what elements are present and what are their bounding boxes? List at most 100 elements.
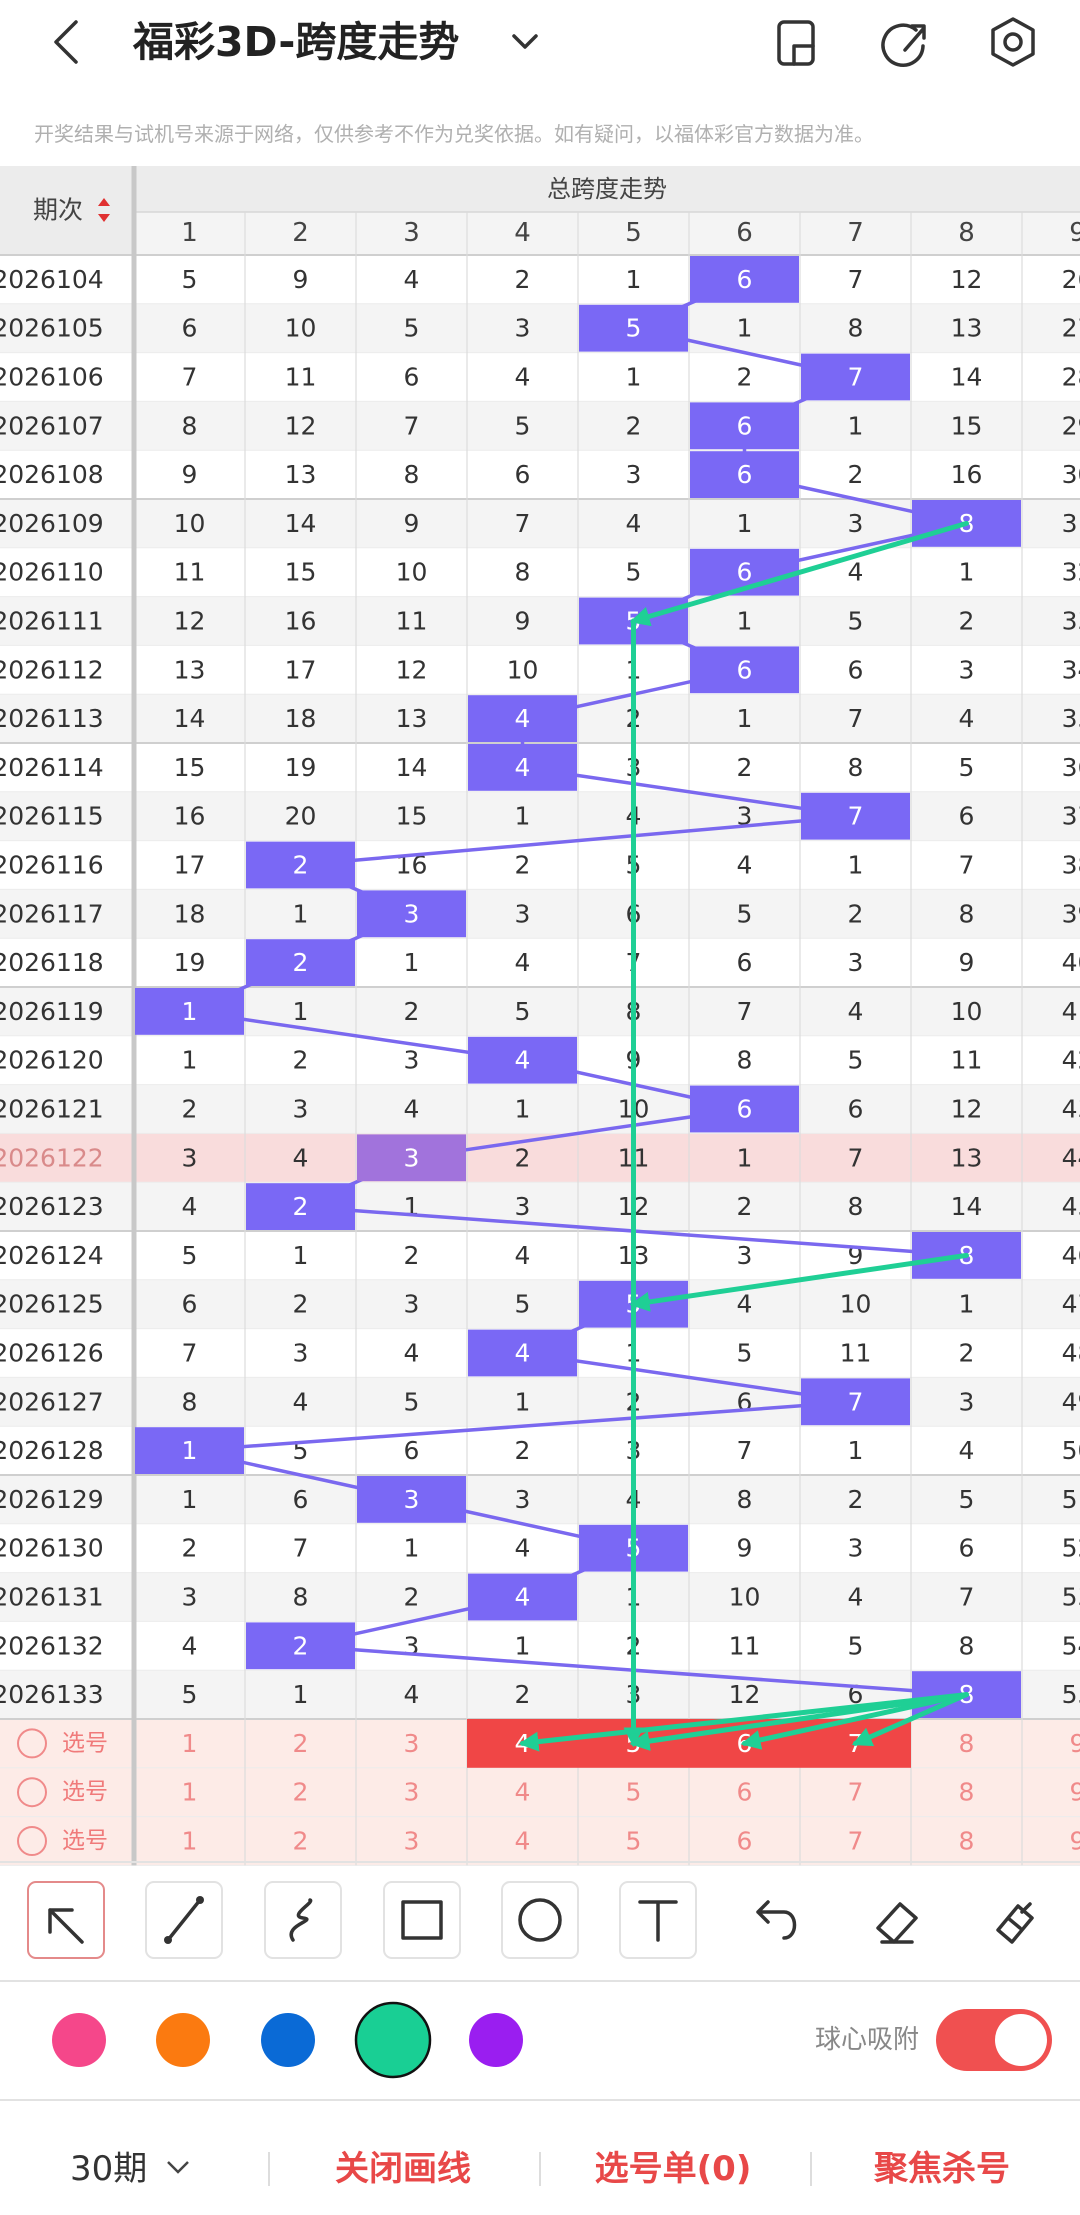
tool-select[interactable] xyxy=(27,1881,105,1959)
tool-undo[interactable] xyxy=(756,1900,797,1940)
omission-cell: 1 xyxy=(293,1241,309,1270)
omission-cell: 31 xyxy=(1062,509,1080,538)
pick-number[interactable]: 7 xyxy=(848,1827,864,1856)
span-value: 5 xyxy=(626,314,642,343)
pick-number[interactable]: 3 xyxy=(404,1729,420,1758)
toggle-knob[interactable] xyxy=(995,2014,1047,2066)
pick-number[interactable]: 2 xyxy=(293,1729,309,1758)
pick-number[interactable]: 9 xyxy=(1070,1778,1080,1807)
pick-number[interactable]: 4 xyxy=(515,1778,531,1807)
pick-number[interactable]: 1 xyxy=(182,1778,198,1807)
row-bg xyxy=(0,401,1080,451)
pick-number[interactable]: 6 xyxy=(737,1827,753,1856)
issue-number: 2026124 xyxy=(0,1241,104,1270)
omission-cell: 17 xyxy=(174,851,206,880)
pick-number[interactable]: 1 xyxy=(182,1827,198,1856)
drawn-arrow xyxy=(740,1692,969,1750)
pick-number[interactable]: 4 xyxy=(515,1827,531,1856)
row-bg xyxy=(0,303,1080,353)
omission-cell: 5 xyxy=(182,1680,198,1709)
row-bg xyxy=(0,1133,1080,1183)
omission-cell: 15 xyxy=(396,802,428,831)
trend-line xyxy=(411,1107,745,1160)
issue-number: 2026104 xyxy=(0,265,104,294)
pick-checkbox[interactable] xyxy=(17,1728,47,1759)
tool-circle[interactable] xyxy=(501,1881,579,1959)
issue-number: 2026128 xyxy=(0,1436,104,1465)
tool-rectangle[interactable] xyxy=(383,1881,461,1959)
pick-number[interactable]: 8 xyxy=(959,1827,975,1856)
pick-number[interactable]: 3 xyxy=(404,1827,420,1856)
pick-number[interactable]: 8 xyxy=(959,1729,975,1758)
pick-number[interactable]: 3 xyxy=(404,1778,420,1807)
color-swatch[interactable] xyxy=(469,2013,523,2067)
period-dropdown[interactable] xyxy=(167,2161,189,2174)
omission-cell: 10 xyxy=(285,314,317,343)
pick-number[interactable]: 1 xyxy=(182,1729,198,1758)
omission-cell: 32 xyxy=(1062,558,1080,587)
issue-number: 2026133 xyxy=(0,1680,104,1709)
issue-header[interactable]: 期次 xyxy=(33,196,83,225)
omission-cell: 6 xyxy=(404,363,420,392)
tool-eraser[interactable] xyxy=(876,1902,918,1944)
pick-checkbox[interactable] xyxy=(17,1777,47,1808)
omission-cell: 1 xyxy=(737,509,753,538)
span-value: 7 xyxy=(848,1387,864,1416)
omission-cell: 47 xyxy=(1062,1290,1080,1319)
omission-cell: 6 xyxy=(959,802,975,831)
trend-line xyxy=(189,1400,856,1453)
issue-number: 2026119 xyxy=(0,997,104,1026)
pick-number[interactable]: 7 xyxy=(848,1778,864,1807)
issue-number: 2026112 xyxy=(0,655,104,684)
span-value: 6 xyxy=(737,411,753,440)
tool-line[interactable] xyxy=(145,1881,223,1959)
snap-toggle[interactable] xyxy=(936,2009,1052,2071)
issue-number: 2026113 xyxy=(0,704,104,733)
color-swatch[interactable] xyxy=(156,2013,210,2067)
color-swatch[interactable] xyxy=(354,2001,432,2079)
omission-cell: 10 xyxy=(396,558,428,587)
pick-number[interactable]: 8 xyxy=(959,1778,975,1807)
pick-list-button[interactable]: 选号单(0) xyxy=(595,2149,752,2189)
omission-cell: 3 xyxy=(293,1339,309,1368)
sort-desc[interactable] xyxy=(98,214,110,222)
pick-number[interactable]: 5 xyxy=(626,1827,642,1856)
omission-cell: 2 xyxy=(293,1290,309,1319)
color-swatch[interactable] xyxy=(261,2013,315,2067)
pick-number[interactable]: 2 xyxy=(293,1827,309,1856)
omission-cell: 46 xyxy=(1062,1241,1080,1270)
omission-cell: 27 xyxy=(1062,314,1080,343)
row-bg xyxy=(0,1279,1080,1329)
sort-asc[interactable] xyxy=(98,198,110,206)
span-value: 4 xyxy=(515,1583,531,1612)
omission-cell: 1 xyxy=(737,1143,753,1172)
omission-cell: 1 xyxy=(293,899,309,928)
period-selector[interactable]: 30期 xyxy=(70,2149,147,2189)
tool-text[interactable] xyxy=(619,1881,697,1959)
omission-cell: 1 xyxy=(182,1046,198,1075)
trend-line xyxy=(522,765,856,818)
back-button[interactable] xyxy=(54,20,78,64)
omission-cell: 4 xyxy=(959,704,975,733)
focus-kill-button[interactable]: 聚焦杀号 xyxy=(873,2149,1010,2189)
close-lines-button[interactable]: 关闭画线 xyxy=(335,2149,471,2189)
column-header: 5 xyxy=(625,218,642,248)
omission-cell: 3 xyxy=(293,1095,309,1124)
settings-button[interactable] xyxy=(991,17,1035,67)
pick-checkbox[interactable] xyxy=(17,1826,47,1856)
omission-cell: 54 xyxy=(1062,1631,1080,1660)
layout-button[interactable] xyxy=(777,20,815,66)
pick-number[interactable]: 5 xyxy=(626,1778,642,1807)
tool-curve[interactable] xyxy=(264,1881,342,1959)
omission-cell: 2 xyxy=(737,1192,753,1221)
span-cell xyxy=(357,1134,466,1182)
color-swatch[interactable] xyxy=(52,2013,106,2067)
pick-number[interactable]: 9 xyxy=(1070,1729,1080,1758)
pick-number[interactable]: 9 xyxy=(1070,1827,1080,1856)
issue-number: 2026126 xyxy=(0,1339,104,1368)
pick-number[interactable]: 2 xyxy=(293,1778,309,1807)
title-dropdown[interactable] xyxy=(512,34,538,49)
tool-clear[interactable] xyxy=(996,1902,1034,1944)
share-button[interactable] xyxy=(881,23,926,67)
pick-number[interactable]: 6 xyxy=(737,1778,753,1807)
